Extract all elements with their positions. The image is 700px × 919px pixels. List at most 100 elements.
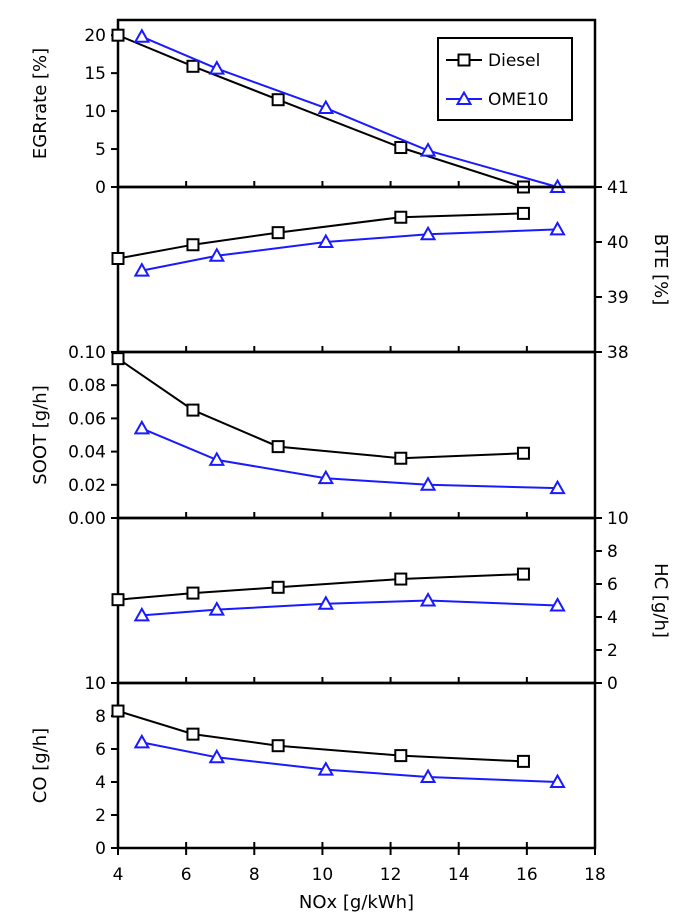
y-tick-label: 20 xyxy=(84,26,106,46)
data-point xyxy=(133,733,151,749)
data-point xyxy=(271,739,285,753)
panel-frame xyxy=(116,350,597,520)
data-point xyxy=(317,595,335,610)
y-tick-label: 10 xyxy=(84,102,106,122)
data-point xyxy=(516,206,530,220)
y-tick-label: 0.08 xyxy=(68,376,106,396)
data-point xyxy=(208,60,226,75)
legend-marker xyxy=(457,53,471,67)
data-point xyxy=(419,476,437,491)
series-diesel xyxy=(111,206,530,265)
data-point xyxy=(271,226,285,240)
y-tick-label: 0.00 xyxy=(68,509,106,529)
data-point xyxy=(419,225,437,241)
legend-item-ome10: OME10 xyxy=(446,90,548,110)
data-point xyxy=(186,586,200,600)
data-point xyxy=(208,247,226,262)
x-axis-title: NOx [g/kWh] xyxy=(299,892,414,913)
series-ome10 xyxy=(133,220,566,277)
series-line xyxy=(141,228,558,272)
x-axis: 4 6 8 10 12 14 16 18 NOx [g/kWh] xyxy=(113,848,606,913)
data-point xyxy=(419,768,437,784)
data-point xyxy=(549,596,566,612)
data-point xyxy=(317,233,335,248)
x-tick-label: 18 xyxy=(584,865,606,885)
x-tick-label: 16 xyxy=(516,865,538,885)
data-point xyxy=(208,601,226,616)
data-point xyxy=(271,580,285,594)
data-point xyxy=(111,252,125,265)
panel-co: 0 2 4 6 8 10 CO [g/h] xyxy=(30,674,597,859)
y-tick-label: 5 xyxy=(95,140,106,160)
x-tick-label: 10 xyxy=(312,865,334,885)
data-point xyxy=(394,572,408,586)
y-tick-label: 40 xyxy=(607,233,629,253)
data-point xyxy=(186,727,200,741)
y-tick-label: 8 xyxy=(95,707,106,727)
series-line xyxy=(141,427,558,490)
data-point xyxy=(317,761,335,776)
y-axis-title: BTE [%] xyxy=(650,234,671,306)
data-point xyxy=(133,419,151,435)
panel-hc: 0 2 4 6 8 10 HC [g/h] xyxy=(111,509,671,694)
panel-egr: 0 5 10 15 20 EGRrate [%] xyxy=(30,18,597,198)
data-point xyxy=(419,591,437,607)
series-diesel xyxy=(111,567,530,607)
data-point xyxy=(394,210,408,224)
data-point xyxy=(394,141,408,155)
y-axis-title: EGRrate [%] xyxy=(30,48,51,159)
legend-box xyxy=(437,37,573,121)
y-tick-label: 10 xyxy=(607,509,629,529)
data-point xyxy=(208,451,226,466)
data-point xyxy=(186,238,200,252)
data-point xyxy=(271,93,285,107)
y-axis-title: SOOT [g/h] xyxy=(30,385,51,484)
data-point xyxy=(186,59,200,73)
series-ome10 xyxy=(133,28,566,193)
x-tick-label: 14 xyxy=(448,865,470,885)
y-axis-title: HC [g/h] xyxy=(650,563,671,638)
y-tick-label: 2 xyxy=(95,806,106,826)
series-line xyxy=(117,212,524,260)
series-ome10 xyxy=(133,733,566,788)
data-point xyxy=(317,469,335,485)
legend-label: OME10 xyxy=(488,90,548,110)
y-tick-label: 41 xyxy=(607,178,629,198)
data-point xyxy=(133,28,151,43)
series-ome10 xyxy=(133,591,566,622)
panel-bte: 38 39 40 41 BTE [%] xyxy=(111,178,671,363)
series-line xyxy=(141,741,558,783)
data-point xyxy=(271,440,285,454)
data-point xyxy=(317,99,335,115)
y-tick-label: 0 xyxy=(95,839,106,859)
data-point xyxy=(133,262,151,277)
y-tick-label: 0.06 xyxy=(68,409,106,429)
y-tick-label: 38 xyxy=(607,343,629,363)
x-tick-label: 8 xyxy=(249,865,260,885)
x-tick-label: 6 xyxy=(181,865,192,885)
y-axis-title: CO [g/h] xyxy=(30,728,51,803)
series-line xyxy=(117,573,524,601)
y-tick-label: 39 xyxy=(607,288,629,308)
x-tick-label: 4 xyxy=(113,865,124,885)
data-point xyxy=(549,479,566,495)
series-line xyxy=(117,710,524,763)
legend-label: Diesel xyxy=(488,51,540,71)
y-tick-label: 0 xyxy=(95,178,106,198)
y-tick-label: 15 xyxy=(84,64,106,84)
y-tick-label: 0.04 xyxy=(68,443,106,463)
panel-frame xyxy=(116,681,597,850)
data-point xyxy=(208,748,226,764)
y-tick-label: 0 xyxy=(607,674,618,694)
y-tick-label: 10 xyxy=(84,674,106,694)
y-tick-label: 8 xyxy=(607,542,618,562)
data-point xyxy=(516,567,530,581)
series-diesel xyxy=(111,352,530,465)
series-ome10 xyxy=(133,419,566,495)
data-point xyxy=(186,403,200,417)
series-diesel xyxy=(111,704,530,768)
y-tick-label: 4 xyxy=(95,773,106,793)
y-tick-label: 4 xyxy=(607,608,618,628)
y-tick-label: 6 xyxy=(607,575,618,595)
